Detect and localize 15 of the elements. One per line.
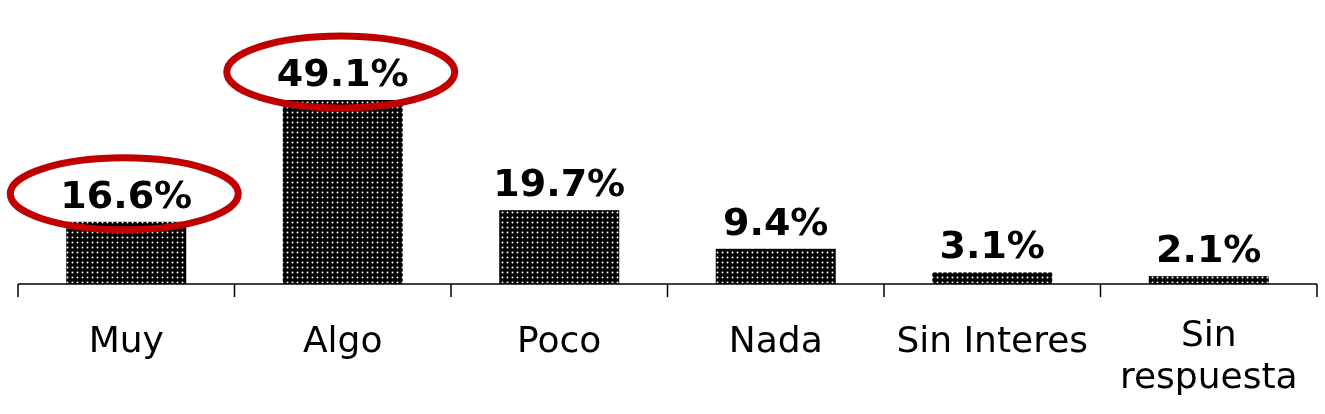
bar	[932, 272, 1053, 284]
x-tick-label: Poco	[517, 319, 602, 360]
bar	[499, 210, 620, 284]
bar	[715, 248, 836, 284]
x-tick-label: Algo	[302, 319, 383, 360]
x-tick-label: Nada	[728, 319, 823, 360]
x-tick-label: Sin respuesta	[1119, 313, 1298, 396]
data-label: 9.4%	[723, 199, 829, 244]
data-label: 49.1%	[276, 51, 409, 95]
x-tick-label: Sin Interes	[896, 319, 1089, 360]
x-tick-label: Muy	[88, 319, 164, 360]
data-label: 16.6%	[60, 172, 193, 217]
data-label: 19.7%	[493, 161, 626, 206]
data-label: 3.1%	[939, 223, 1045, 268]
data-label: 2.1%	[1156, 227, 1262, 272]
